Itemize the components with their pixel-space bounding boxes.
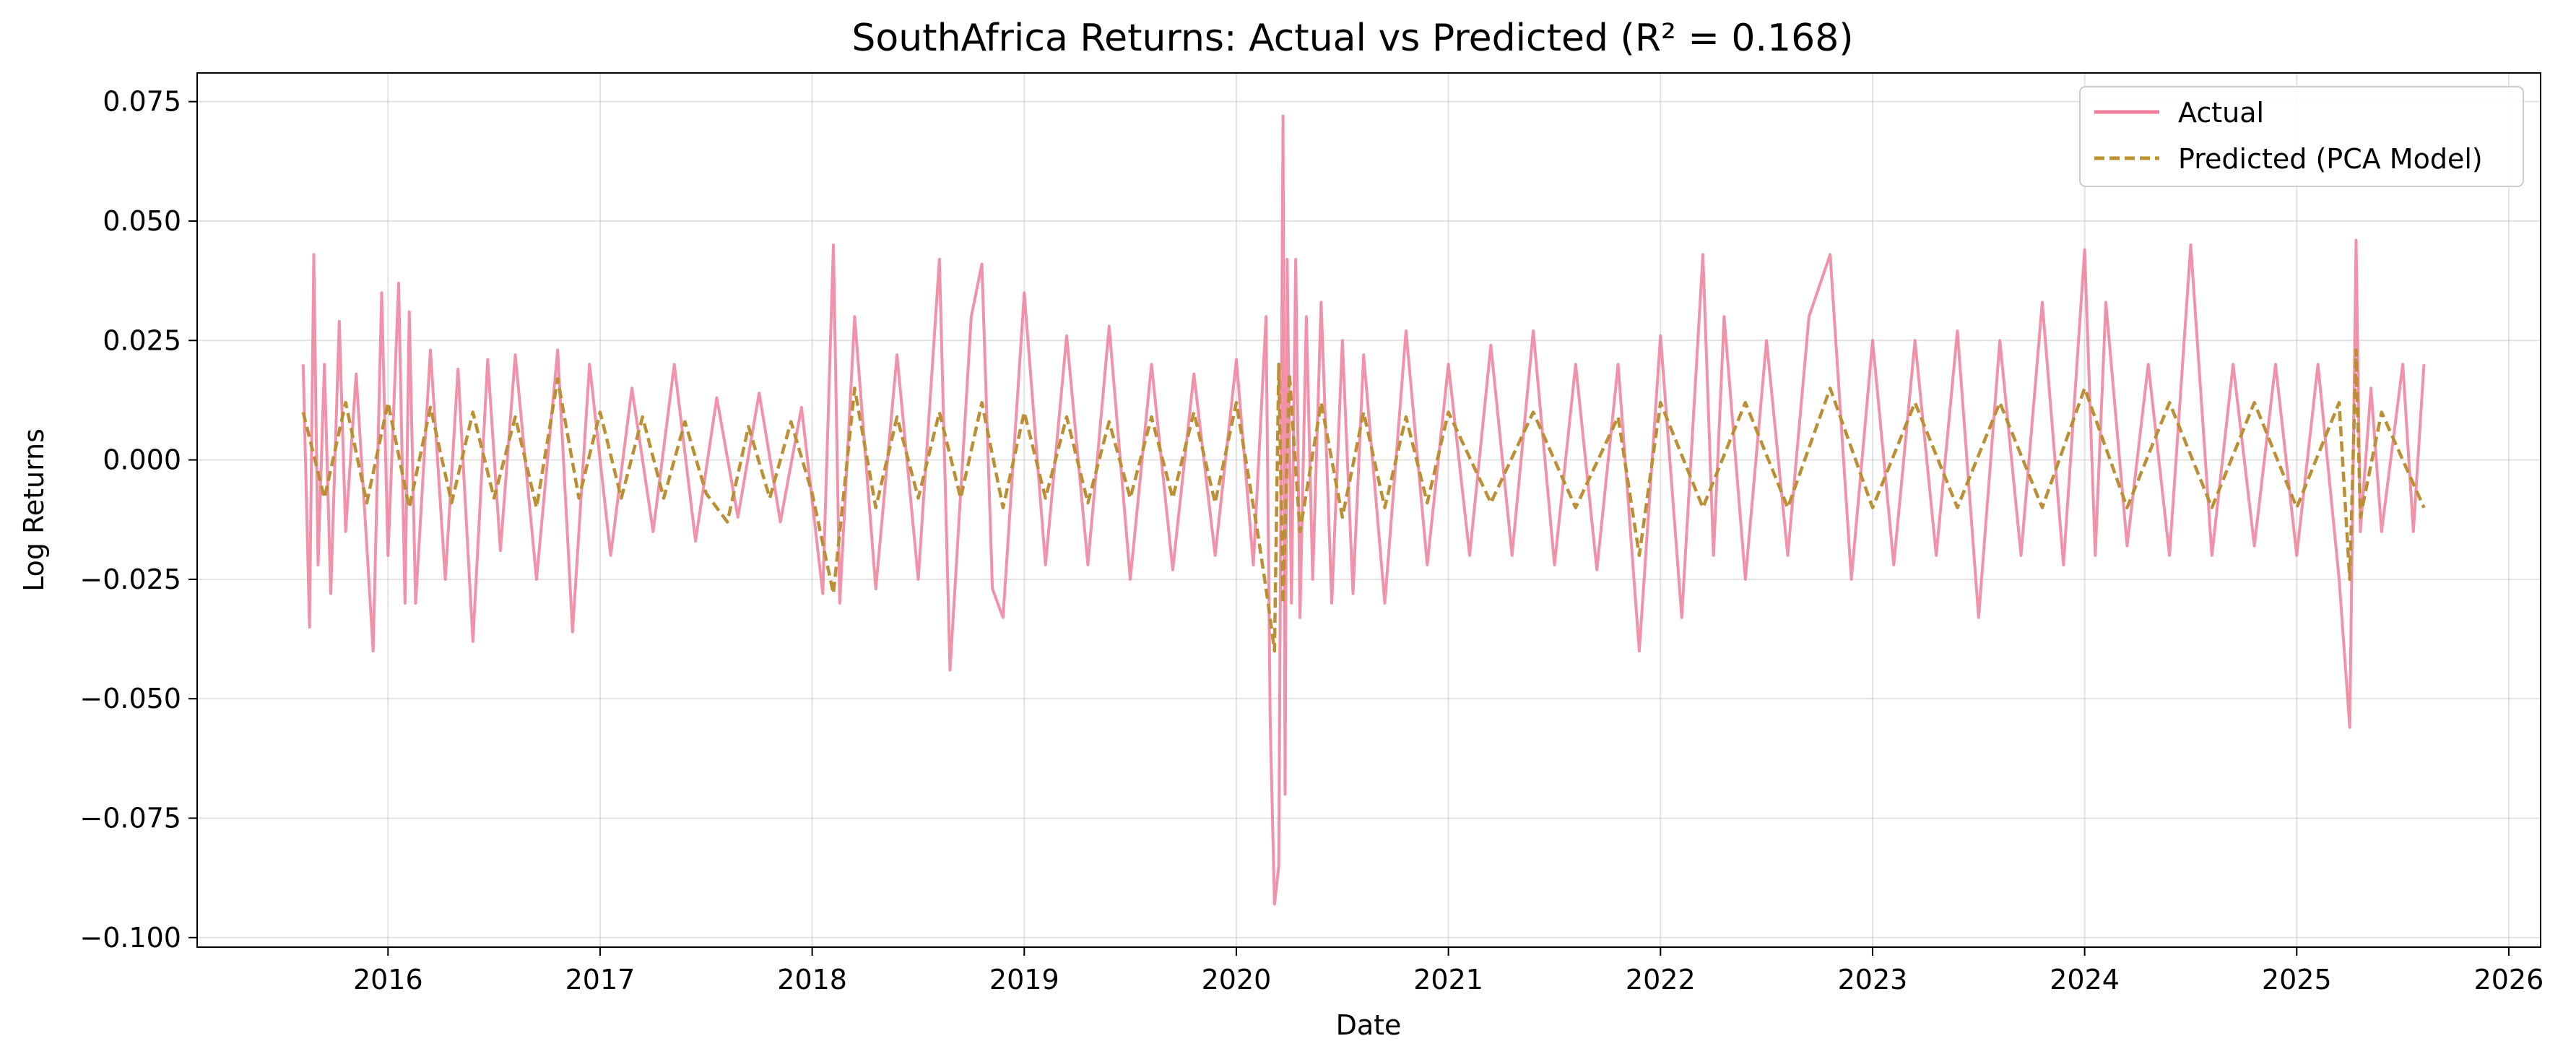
- x-axis-ticks: 2016 2017 2018 2019 2020 2021 2022 2023 2024 2025…: [353, 947, 2544, 996]
- plot-frame: [196, 72, 2541, 948]
- y-axis-label: Log Returns: [18, 428, 50, 592]
- legend-label-predicted: Predicted (PCA Model): [2178, 143, 2483, 175]
- x-tick-label: 2017: [565, 964, 636, 996]
- chart-title: SouthAfrica Returns: Actual vs Predicted…: [851, 17, 1853, 60]
- plot-area: [197, 73, 2541, 947]
- x-tick-label: 2023: [1838, 964, 1908, 996]
- y-tick-label: 0.050: [103, 205, 181, 237]
- x-tick-label: 2019: [989, 964, 1059, 996]
- y-tick-label: −0.075: [79, 802, 181, 834]
- series-line-predicted: [301, 348, 2426, 653]
- x-tick-label: 2026: [2474, 964, 2544, 996]
- x-tick-label: 2018: [777, 964, 847, 996]
- x-tick-label: 2022: [1626, 964, 1696, 996]
- series-line-actual: [301, 114, 2426, 906]
- series-lines: [301, 114, 2426, 906]
- y-tick-label: 0.000: [103, 444, 181, 476]
- legend-label-actual: Actual: [2178, 97, 2264, 129]
- y-axis-ticks: −0.100 −0.075 −0.050 −0.025 0.000 0.025 0.050 0…: [79, 86, 197, 954]
- x-axis-label: Date: [1336, 1009, 1402, 1041]
- legend: Actual Predicted (PCA Model): [2079, 86, 2524, 187]
- legend-box: [2079, 86, 2524, 187]
- y-tick-label: −0.025: [79, 564, 181, 595]
- x-tick-label: 2024: [2050, 964, 2120, 996]
- x-tick-label: 2025: [2262, 964, 2332, 996]
- y-tick-label: 0.025: [103, 324, 181, 356]
- y-tick-label: 0.075: [103, 86, 181, 118]
- y-tick-label: −0.050: [79, 683, 181, 715]
- y-tick-label: −0.100: [79, 922, 181, 954]
- x-tick-label: 2021: [1413, 964, 1483, 996]
- x-tick-label: 2016: [353, 964, 423, 996]
- x-tick-label: 2020: [1202, 964, 1272, 996]
